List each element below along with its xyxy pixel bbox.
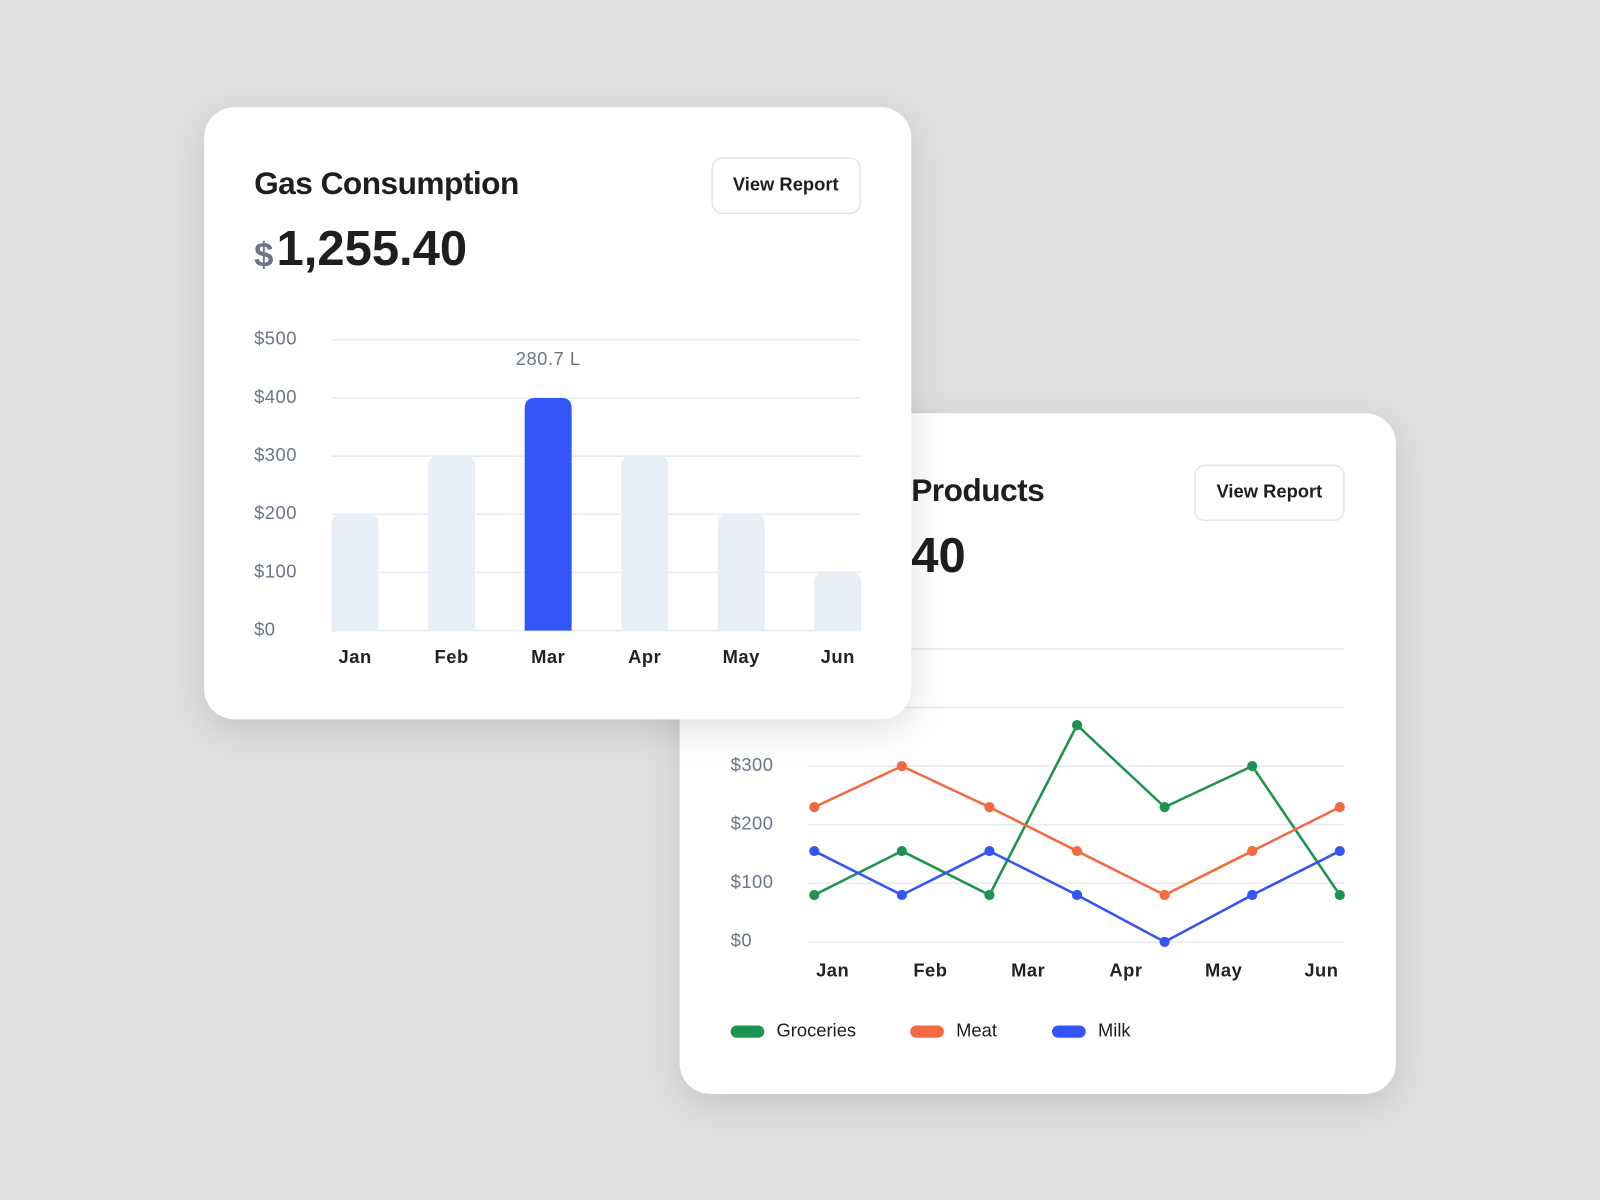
legend-swatch — [730, 1025, 765, 1038]
line-point — [896, 761, 907, 772]
y-tick-label: $300 — [731, 754, 774, 775]
bar — [524, 397, 572, 631]
bar-annotation: 280.7 L — [516, 348, 581, 369]
line-point — [1159, 889, 1170, 901]
bar — [814, 572, 862, 631]
legend-swatch — [1052, 1025, 1086, 1038]
bar — [717, 514, 765, 631]
line-point — [809, 845, 820, 857]
line-point — [1247, 889, 1258, 901]
amount: 40 — [911, 529, 965, 583]
card-title: Gas Consumption — [254, 165, 519, 201]
bar — [331, 514, 379, 631]
line-point — [984, 889, 995, 901]
view-report-button[interactable] — [1194, 464, 1345, 522]
gas-card: Gas Consumption $ 1,255.40 View Report $… — [204, 107, 912, 720]
line-point — [1071, 720, 1083, 731]
line-point — [984, 845, 995, 857]
line-point — [1071, 845, 1083, 857]
x-tick-label: Feb — [435, 646, 469, 667]
line-point — [809, 889, 820, 901]
amount: 1,255.40 — [277, 222, 468, 276]
button-label: View Report — [1217, 481, 1323, 502]
y-tick-label: $300 — [254, 444, 297, 465]
x-tick-label: May — [723, 646, 761, 667]
y-tick-label: $100 — [254, 560, 297, 581]
y-tick-label: $500 — [254, 328, 297, 349]
line-point — [1334, 845, 1345, 857]
currency: $ — [254, 236, 273, 274]
y-tick-label: $200 — [731, 813, 774, 834]
x-tick-label: Jan — [339, 646, 372, 667]
legend-label: Milk — [1098, 1019, 1131, 1040]
legend-label: Groceries — [777, 1019, 857, 1040]
y-tick-label: $200 — [254, 502, 297, 523]
y-tick-label: $0 — [731, 930, 752, 951]
legend-swatch — [910, 1025, 944, 1038]
button-label: View Report — [733, 174, 839, 195]
x-tick-label: Apr — [1109, 959, 1142, 980]
legend-label: Meat — [956, 1019, 997, 1040]
line-point — [1071, 889, 1083, 901]
card-title: Products — [911, 472, 1044, 508]
x-tick-label: Apr — [628, 646, 661, 667]
line-point — [809, 802, 820, 813]
line-point — [896, 889, 907, 901]
line-point — [1159, 802, 1170, 813]
line-point — [1247, 845, 1258, 857]
x-tick-label: Mar — [1011, 959, 1045, 980]
line-point — [1334, 802, 1345, 813]
x-tick-label: Jan — [816, 959, 849, 980]
y-tick-label: $400 — [254, 386, 297, 407]
view-report-button[interactable] — [711, 157, 861, 215]
x-tick-label: Feb — [913, 959, 947, 980]
line-point — [1247, 761, 1258, 772]
x-tick-label: Jun — [1304, 959, 1338, 980]
x-tick-label: May — [1205, 959, 1243, 980]
x-tick-label: Mar — [531, 646, 565, 667]
x-tick-label: Jun — [821, 646, 855, 667]
line-point — [984, 802, 995, 813]
line-point — [896, 845, 907, 857]
bar — [621, 456, 669, 631]
y-tick-label: $100 — [731, 871, 774, 892]
y-tick-label: $0 — [254, 618, 275, 639]
line-point — [1334, 889, 1345, 901]
bar — [428, 456, 476, 631]
line-point — [1159, 936, 1170, 947]
